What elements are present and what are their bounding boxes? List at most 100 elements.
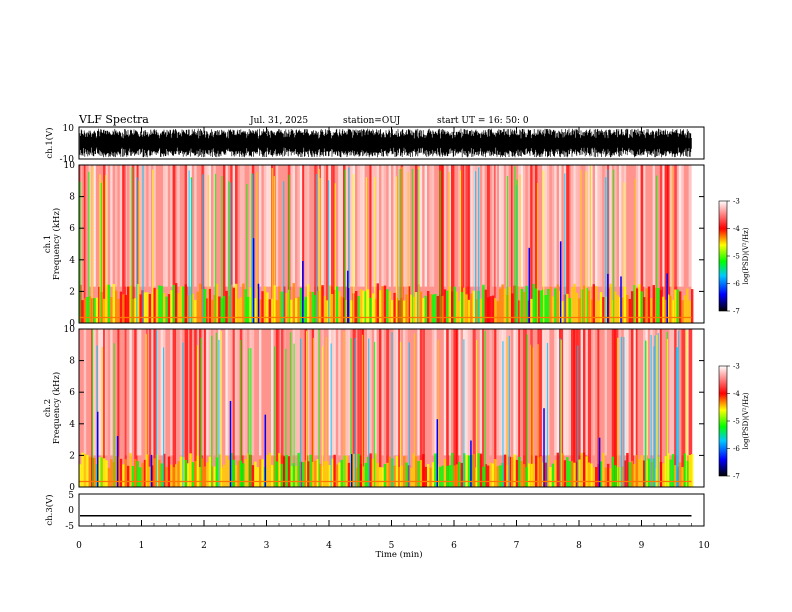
sp1-speckle-column — [194, 165, 197, 287]
sp1-sferic-line — [105, 175, 107, 323]
sp2-red-streak — [635, 329, 638, 487]
sp2-red-streak — [494, 329, 497, 487]
sp2-low-band-cell — [532, 463, 535, 487]
sp1-low-band-cell — [535, 288, 538, 323]
sp2-low-band-cell — [179, 456, 183, 487]
sp1-speckle-column — [595, 165, 598, 287]
sp2-sferic-line — [685, 330, 687, 487]
sp1-red-streak — [487, 165, 490, 323]
sp1-low-band-cell — [549, 286, 552, 323]
sp1-red-streak — [451, 165, 455, 323]
sp1-blue-line — [347, 270, 349, 323]
sp1-red-streak — [235, 165, 238, 323]
sp2-speckle-column — [467, 329, 471, 456]
ch2-colorbar-tick-label: -4 — [733, 390, 740, 398]
sp2-speckle-column — [489, 329, 492, 456]
sp2-low-band-cell — [635, 454, 639, 487]
ch3-ytick-minus5: -5 — [65, 522, 74, 532]
sp1-sferic-line — [273, 176, 275, 323]
sp2-speckle-column — [316, 329, 319, 456]
sp2-low-band-cell — [158, 459, 161, 487]
sp2-low-band-cell — [148, 466, 151, 487]
sp1-low-band-cell — [223, 295, 226, 323]
sp1-low-band-cell — [640, 291, 643, 323]
sp1-red-streak — [302, 165, 305, 323]
sp1-blue-line — [559, 241, 562, 323]
sp2-speckle-column — [542, 329, 545, 456]
sp2-low-band-cell — [575, 461, 579, 487]
sp1-speckle-column — [501, 165, 504, 287]
sp1-speckle-column — [225, 165, 228, 287]
sp1-low-band-cell — [458, 300, 461, 323]
sp1-sferic-line — [188, 170, 190, 323]
sp1-sferic-line — [475, 171, 477, 323]
sp1-speckle-column — [547, 165, 550, 287]
sp2-speckle-column — [328, 329, 331, 456]
sp1-low-band-cell — [88, 296, 91, 323]
sp2-low-band-cell — [223, 464, 226, 487]
sp2-red-streak — [482, 329, 484, 487]
sp2-speckle-column — [333, 329, 336, 456]
sp2-speckle-column — [283, 329, 286, 456]
sp1-low-band-cell — [311, 291, 315, 323]
sp1-low-band-cell — [393, 292, 396, 323]
sp2-low-band-cell — [266, 455, 269, 487]
sp2-sferic-line — [391, 332, 393, 487]
sp2-low-band-cell — [131, 465, 135, 487]
sp1-low-band-cell — [247, 296, 250, 323]
sp1-red-streak — [83, 165, 86, 323]
sp1-low-band-cell — [583, 285, 586, 323]
sp2-sferic-line — [211, 335, 213, 487]
sp1-low-band-cell — [407, 286, 411, 323]
sp2-speckle-column — [225, 329, 228, 456]
sp2-low-band-cell — [496, 466, 499, 487]
sp1-low-band-cell — [235, 283, 238, 323]
sp2-low-band-cell — [295, 466, 298, 487]
sp2-low-band-cell — [331, 458, 334, 487]
sp1-low-band-cell — [307, 284, 310, 323]
sp2-speckle-column — [669, 329, 672, 456]
sp1-low-band-cell — [215, 283, 219, 323]
sp1-speckle-column — [163, 165, 166, 287]
sp1-red-streak — [103, 165, 106, 323]
sp1-speckle-column — [575, 165, 579, 287]
sp2-low-band-cell — [513, 454, 516, 487]
sp2-low-band-cell — [578, 459, 581, 487]
sp1-low-band-cell — [667, 294, 670, 323]
sp1-low-band-cell — [674, 289, 677, 323]
sp1-low-band-cell — [441, 295, 444, 323]
sp2-low-band-cell — [477, 453, 480, 487]
sp1-low-band-cell — [487, 297, 490, 323]
sp2-low-band-cell — [191, 462, 195, 487]
sp2-low-band-cell — [587, 462, 591, 487]
sp2-low-band-cell — [117, 456, 120, 487]
sp2-speckle-column — [170, 329, 173, 456]
sp1-speckle-column — [559, 165, 562, 287]
sp1-speckle-column — [371, 165, 375, 287]
sp2-speckle-column — [163, 329, 166, 456]
sp1-low-band-cell — [453, 286, 456, 323]
sp1-low-band-cell — [686, 288, 689, 323]
sp2-sferic-line — [273, 346, 276, 487]
sp1-low-band-cell — [218, 296, 221, 323]
sp2-low-band-cell — [662, 463, 665, 487]
sp2-red-streak — [631, 329, 635, 487]
sp1-blue-line — [607, 273, 609, 323]
ch3-waveform-panel: 5 0 -5 ch.3(V) 0 1 2 3 4 5 6 7 8 9 10 Time (min) — [44, 127, 710, 560]
sp2-low-band-cell — [110, 459, 113, 487]
sp1-sferic-line — [202, 174, 204, 323]
sp1-low-band-cell — [523, 291, 526, 323]
sp2-low-band-cell — [177, 461, 180, 487]
sp1-speckle-column — [249, 165, 252, 287]
sp1-red-streak — [122, 165, 126, 323]
sp2-red-streak — [379, 329, 382, 487]
sp1-speckle-column — [110, 165, 113, 287]
figure-title: VLF Spectra — [78, 113, 149, 126]
sp1-speckle-column — [93, 165, 96, 287]
sp1-sferic-line — [79, 181, 81, 323]
sp2-low-band-cell — [465, 454, 468, 487]
sp2-sferic-line — [196, 345, 199, 487]
sp1-low-band-cell — [340, 296, 343, 323]
sp1-low-band-cell — [679, 291, 682, 323]
sp1-low-band-cell — [316, 291, 319, 323]
